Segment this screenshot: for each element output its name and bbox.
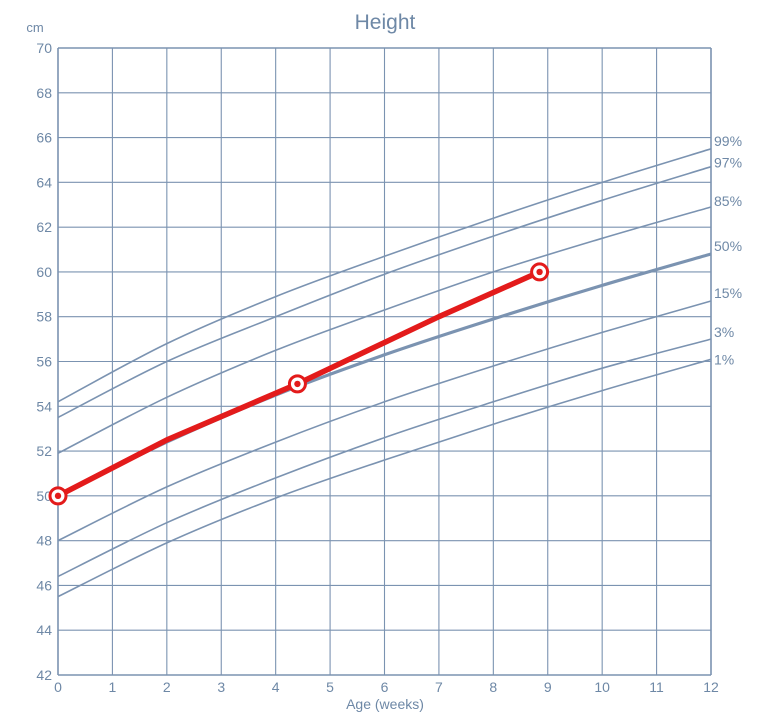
y-tick-label: 56	[36, 354, 52, 370]
y-tick-label: 68	[36, 85, 52, 101]
percentile-curve-p3	[57, 338, 712, 578]
percentile-label-p99: 99%	[714, 133, 742, 149]
y-tick-label: 60	[36, 264, 52, 280]
x-tick-label: 9	[544, 679, 552, 695]
x-tick-label: 11	[649, 679, 664, 695]
percentile-label-p1: 1%	[714, 351, 734, 367]
percentile-label-p85: 85%	[714, 193, 742, 209]
x-tick-label: 6	[381, 679, 389, 695]
percentile-curve-p99	[57, 148, 712, 403]
patient-series	[48, 262, 550, 506]
x-tick-label: 12	[703, 679, 719, 695]
y-axis-ticks: 42 44 46 48 50 52 54 56 58 60 62 64 66 68 70	[36, 40, 52, 683]
y-tick-label: 42	[36, 667, 52, 683]
y-tick-label: 46	[36, 577, 52, 593]
x-tick-label: 3	[217, 679, 225, 695]
patient-point	[287, 374, 307, 394]
x-tick-label: 4	[272, 679, 280, 695]
y-tick-label: 44	[36, 622, 52, 638]
percentile-curve-p97	[57, 165, 712, 419]
y-tick-label: 50	[36, 488, 52, 504]
grid	[57, 47, 712, 676]
y-tick-label: 62	[36, 219, 52, 235]
x-tick-label: 5	[326, 679, 334, 695]
x-tick-label: 8	[489, 679, 497, 695]
y-tick-label: 48	[36, 533, 52, 549]
y-tick-label: 64	[36, 174, 52, 190]
x-axis-label: Age (weeks)	[346, 696, 424, 712]
patient-point	[48, 486, 68, 506]
percentile-label-p15: 15%	[714, 285, 742, 301]
percentile-curve-p85	[57, 206, 712, 455]
patient-point-dot	[536, 268, 543, 276]
x-tick-label: 0	[54, 679, 62, 695]
percentile-label-p3: 3%	[714, 324, 734, 340]
percentile-label-p50: 50%	[714, 238, 742, 254]
x-axis-ticks: 0 1 2 3 4 5 6 7 8 9 10 11 12	[54, 679, 719, 695]
patient-point-dot	[54, 492, 62, 500]
x-tick-label: 2	[163, 679, 171, 695]
x-tick-label: 10	[594, 679, 610, 695]
y-tick-label: 66	[36, 130, 52, 146]
y-unit-label: cm	[26, 20, 43, 35]
percentile-curve-p15	[57, 300, 712, 542]
patient-point	[530, 262, 550, 282]
chart-title: Height	[355, 11, 416, 34]
patient-point-dot	[294, 380, 301, 388]
x-tick-label: 1	[109, 679, 117, 695]
y-tick-label: 54	[36, 398, 52, 414]
y-tick-label: 52	[36, 443, 52, 459]
x-tick-label: 7	[435, 679, 443, 695]
percentile-label-p97: 97%	[714, 155, 742, 171]
y-tick-label: 70	[36, 40, 52, 56]
percentile-curve-p1	[57, 358, 712, 598]
y-tick-label: 58	[36, 309, 52, 325]
percentile-labels: 99% 97% 85% 50% 15% 3% 1%	[714, 133, 742, 367]
